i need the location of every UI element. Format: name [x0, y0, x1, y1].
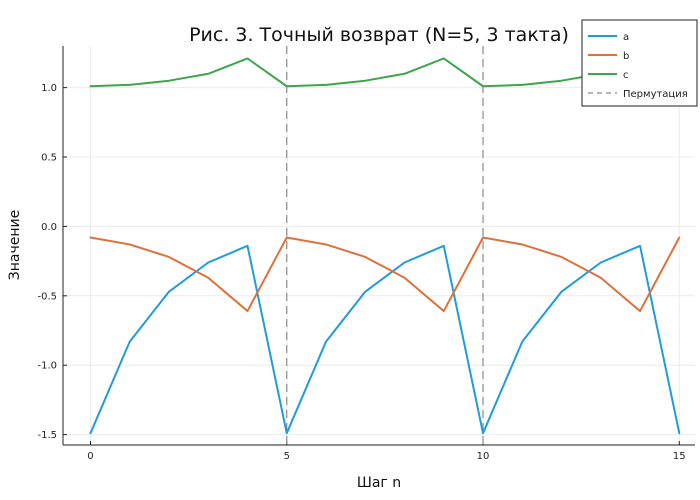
x-axis-title: Шаг n [357, 475, 401, 491]
series-line-a [89, 244, 681, 435]
data-series [89, 57, 681, 435]
legend-label-a: a [623, 32, 629, 43]
axes: 0 5 10 15 -1.5 -1.0 -0.5 0.0 0.5 1.0 [37, 46, 695, 462]
permutation-lines [286, 46, 484, 445]
legend-label-c: c [623, 70, 629, 81]
legend-label-permutation: Пермутация [623, 89, 688, 100]
series-line-c [89, 57, 681, 88]
y-tick-label: 0.0 [41, 222, 57, 233]
x-tick-label: 0 [87, 451, 93, 462]
y-tick-label: -0.5 [37, 291, 57, 302]
series-line-b [89, 236, 681, 313]
x-tick-label: 15 [673, 451, 686, 462]
x-tick-label: 5 [284, 451, 290, 462]
y-tick-label: -1.0 [37, 361, 57, 372]
chart-title: Рис. 3. Точный возврат (N=5, 3 такта) [189, 24, 569, 46]
y-tick-label: 0.5 [41, 153, 57, 164]
legend: a b c Пермутация [581, 19, 698, 107]
y-tick-label: -1.5 [37, 430, 57, 441]
y-tick-label: 1.0 [41, 83, 57, 94]
legend-label-b: b [623, 51, 629, 62]
y-axis-title: Значение [7, 210, 23, 280]
legend-box [581, 19, 698, 107]
x-tick-label: 10 [477, 451, 490, 462]
